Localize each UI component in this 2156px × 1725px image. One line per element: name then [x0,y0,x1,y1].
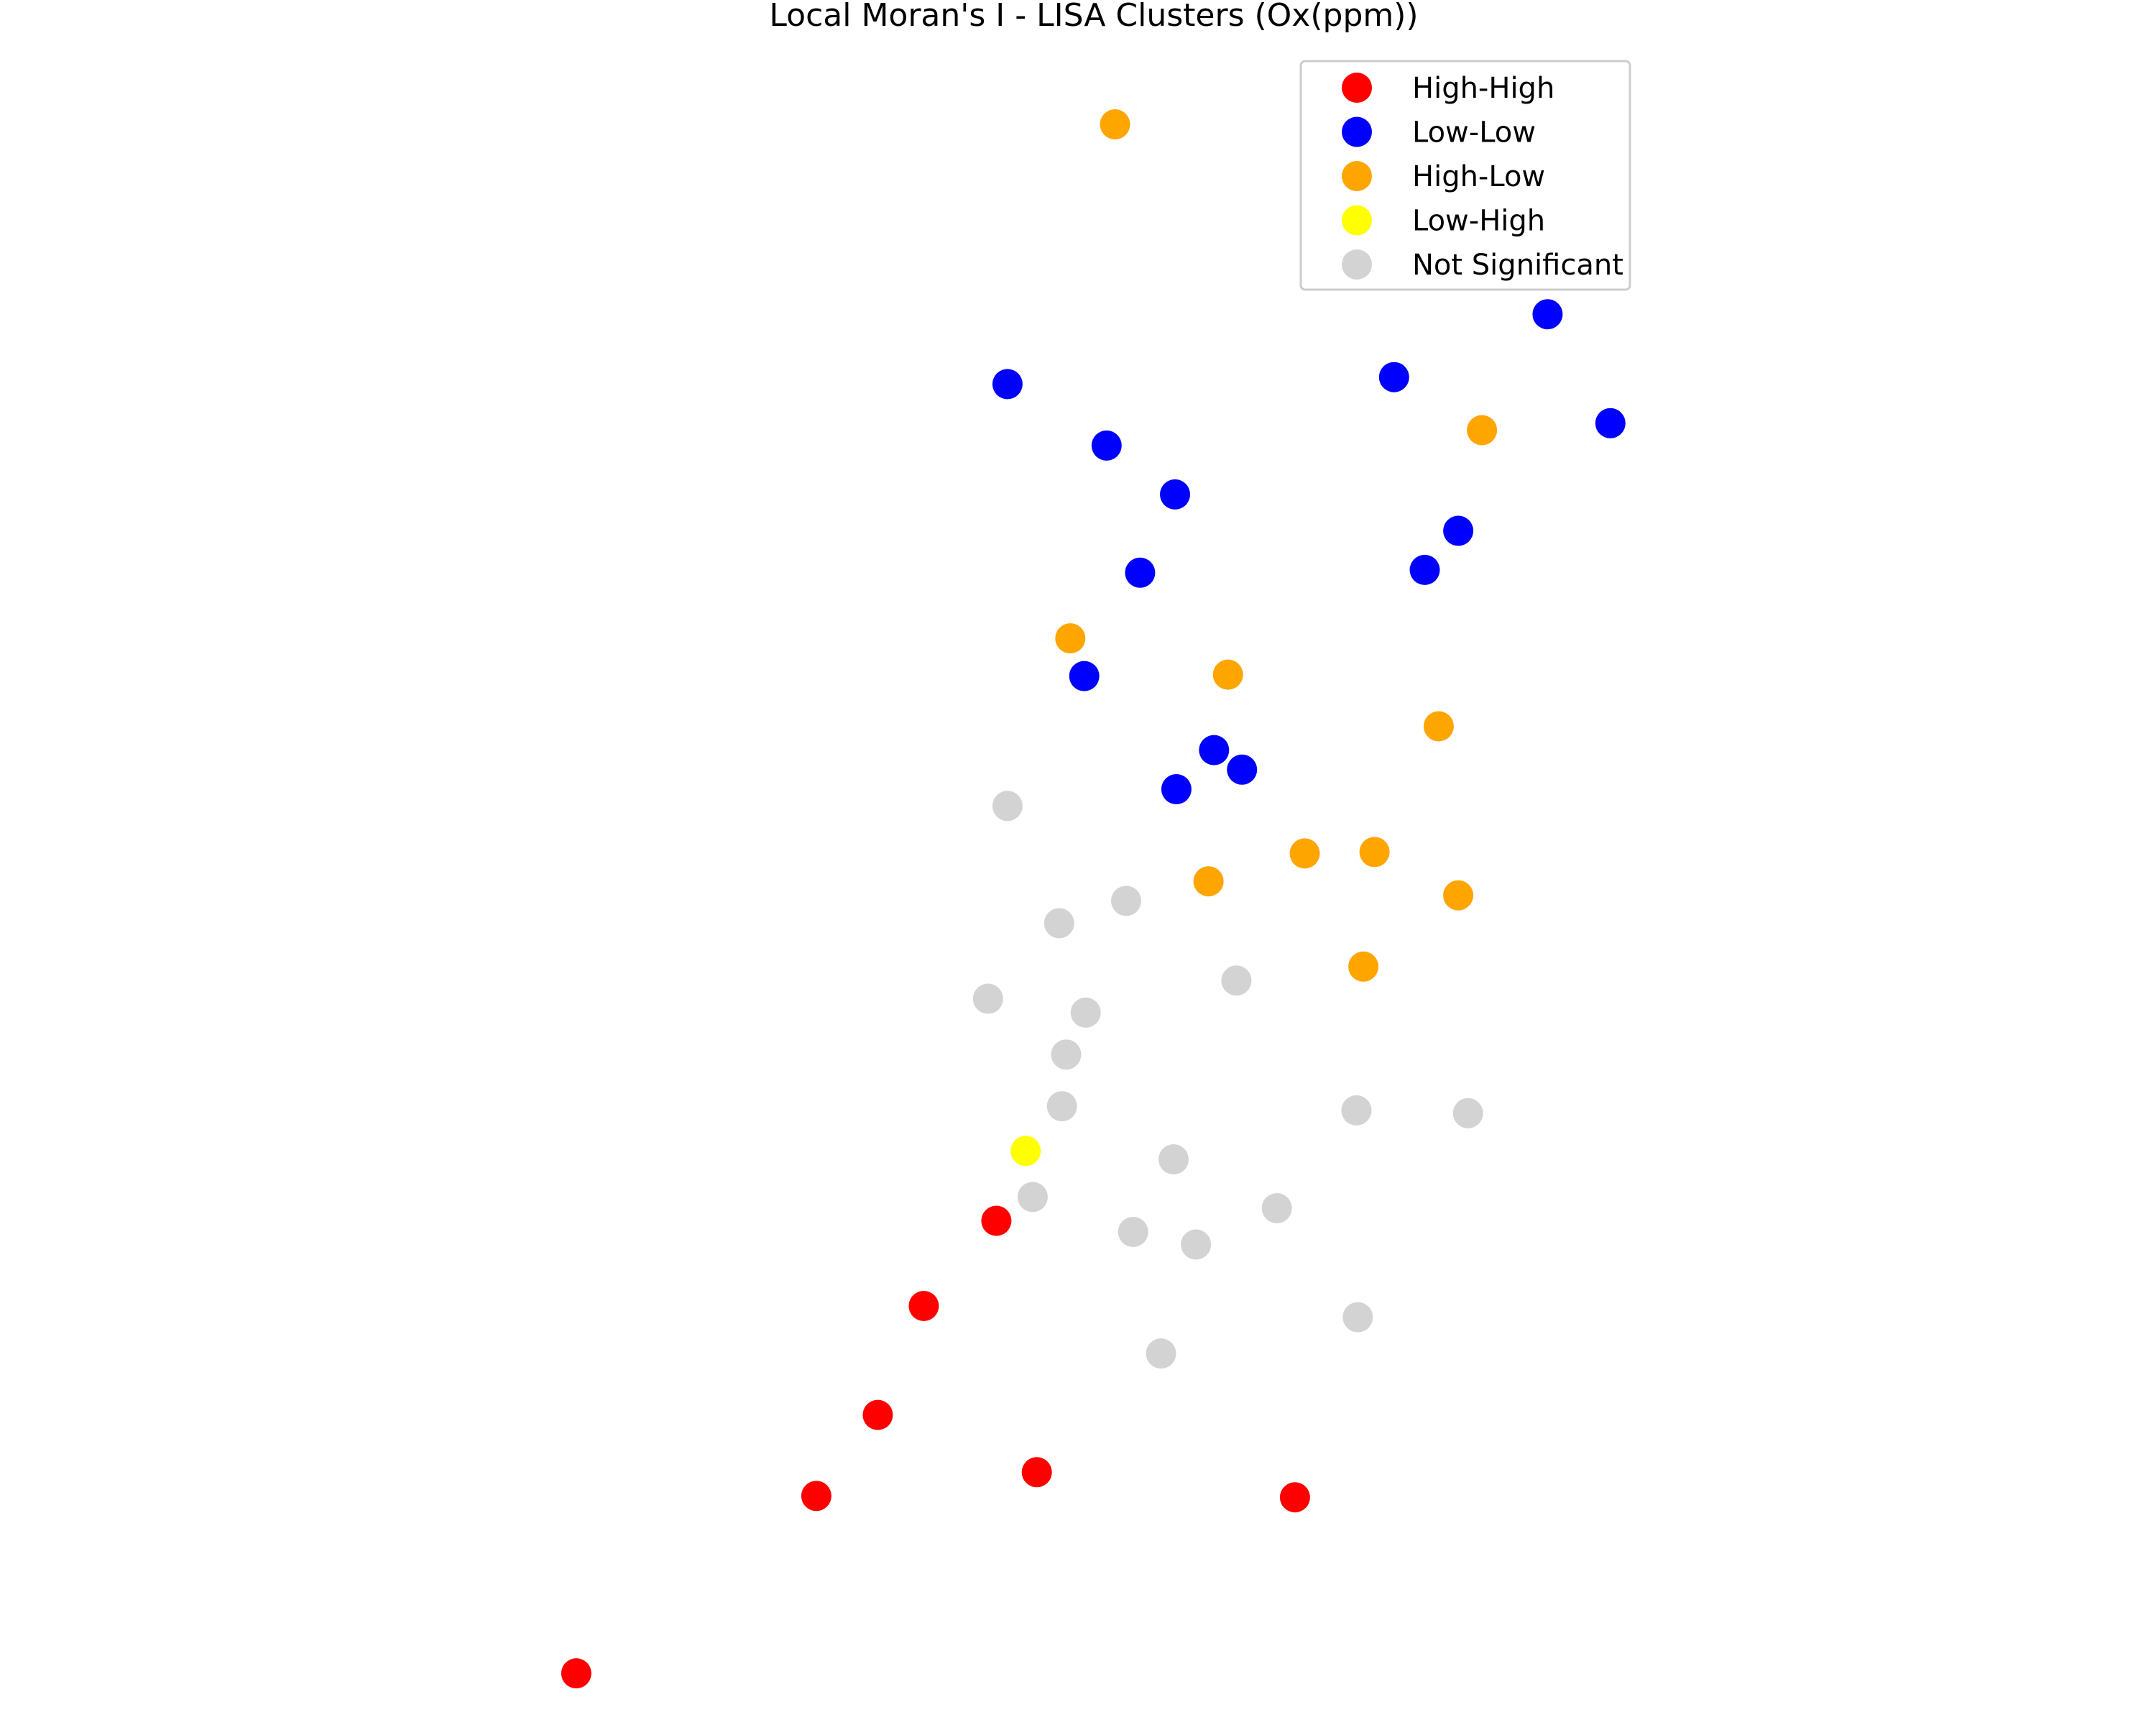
points-layer [561,109,1626,1689]
data-point [561,1658,591,1689]
chart-title: Local Moran's I - LISA Clusters (Ox(ppm)… [769,0,1418,34]
data-point [1118,1217,1148,1247]
legend-marker [1342,161,1372,191]
data-point [1423,711,1454,742]
legend-item: High-High [1342,72,1554,105]
legend-item: Not Significant [1342,249,1623,282]
legend-label: Low-High [1412,205,1545,238]
data-point [1100,109,1130,139]
data-point [1010,1136,1041,1167]
data-point [1046,1091,1077,1122]
legend-item: Low-Low [1342,116,1536,150]
legend-item: High-Low [1342,160,1545,193]
data-point [1146,1338,1176,1369]
data-point [908,1291,939,1321]
legend-items: High-High Low-Low High-Low Low-High Not Sign… [1342,72,1623,282]
data-point [1359,837,1390,868]
data-point [1261,1193,1292,1223]
data-point [1051,1039,1082,1070]
legend-marker [1342,116,1372,147]
data-point [1279,1482,1310,1513]
data-point [1227,754,1258,785]
data-point [1342,1302,1373,1333]
data-point [1091,430,1122,461]
data-point [1021,1457,1052,1488]
data-point [1160,479,1190,510]
data-point [801,1481,831,1512]
data-point [1017,1182,1048,1213]
legend-item: Low-High [1342,205,1545,238]
data-point [1467,415,1498,446]
data-point [1443,515,1474,546]
data-point [862,1399,893,1430]
data-point [1212,659,1243,690]
data-point [1044,908,1074,939]
data-point [1193,866,1224,897]
data-point [1378,362,1409,392]
legend-label: High-Low [1412,160,1545,193]
legend: High-High Low-Low High-Low Low-High Not Sign… [1299,60,1631,291]
data-point [992,791,1023,822]
data-point [1221,965,1252,996]
legend-label: High-High [1412,72,1554,105]
legend-marker [1342,73,1372,103]
data-point [1161,774,1192,804]
legend-marker [1342,205,1372,236]
data-point [972,983,1003,1014]
data-point [1595,408,1626,438]
legend-frame [1299,60,1631,291]
data-point [1452,1098,1483,1128]
legend-marker [1342,249,1372,280]
series-low-low [992,299,1626,804]
data-point [992,369,1023,400]
data-point [1341,1095,1372,1126]
data-point [1348,951,1379,982]
legend-label: Low-Low [1412,116,1536,150]
data-point [1181,1229,1212,1260]
data-point [1409,554,1440,585]
data-point [1125,557,1156,588]
series-high-high [561,1205,1310,1689]
data-point [981,1205,1012,1236]
series-low-high [1010,1136,1041,1167]
data-point [1443,880,1474,911]
legend-label: Not Significant [1412,249,1623,282]
data-point [1532,299,1563,330]
data-point [1199,735,1230,765]
data-point [1070,997,1101,1028]
data-point [1055,623,1086,654]
data-point [1111,886,1141,916]
series-high-low [1055,109,1498,982]
data-point [1289,838,1320,869]
data-point [1069,661,1100,691]
data-point [1158,1144,1189,1174]
series-not-significant [972,791,1483,1369]
